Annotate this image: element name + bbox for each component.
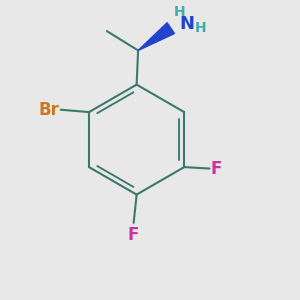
Text: H: H <box>174 5 185 20</box>
Polygon shape <box>138 23 175 50</box>
Text: H: H <box>195 21 206 35</box>
Text: F: F <box>211 160 222 178</box>
Text: Br: Br <box>38 101 59 119</box>
Text: N: N <box>180 15 195 33</box>
Text: F: F <box>128 226 139 244</box>
